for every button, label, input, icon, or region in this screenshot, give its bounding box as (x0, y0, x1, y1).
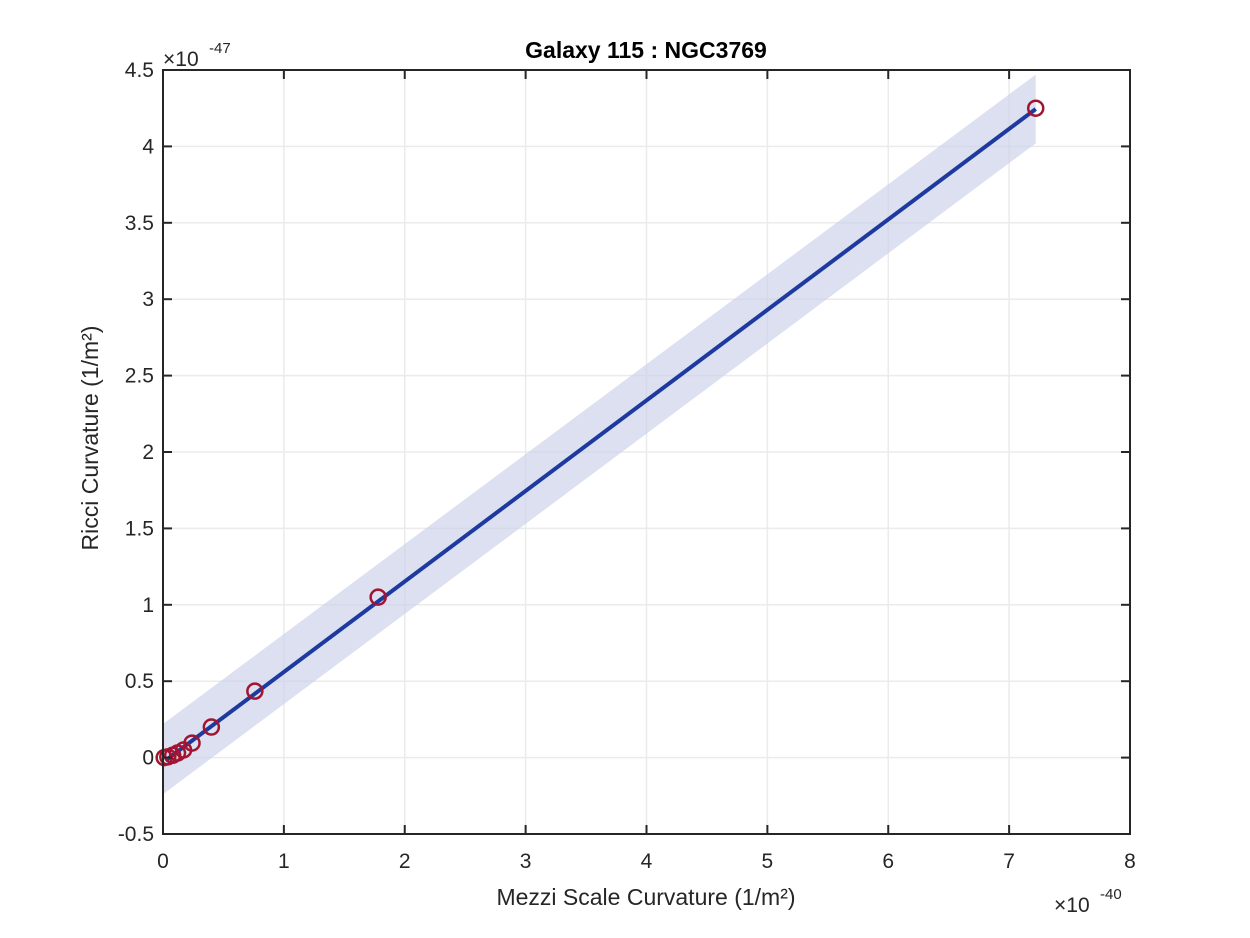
y-tick-label: 3.5 (125, 212, 154, 235)
y-tick-label: 2 (142, 441, 154, 464)
y-tick-label: 4.5 (125, 59, 154, 82)
data-point (183, 734, 201, 752)
chart-title: Galaxy 115 : NGC3769 (525, 37, 767, 63)
grid-lines (162, 69, 1131, 835)
y-axis-exponent: ×10 -47 (163, 40, 231, 71)
x-exponent-base: ×10 (1054, 894, 1090, 917)
x-tick-label: 2 (399, 850, 411, 873)
x-tick-label: 4 (641, 850, 653, 873)
x-tick-label: 1 (278, 850, 290, 873)
x-tick-label: 0 (157, 850, 169, 873)
y-tick-label: -0.5 (118, 823, 154, 846)
y-axis-label: Ricci Curvature (1/m²) (77, 326, 103, 551)
x-exponent-power: -40 (1100, 886, 1122, 903)
y-tick-label: 0 (142, 747, 154, 770)
y-tick-label: 1 (142, 594, 154, 617)
y-tick-label: 3 (142, 288, 154, 311)
x-tick-label: 8 (1124, 850, 1136, 873)
tick-marks (162, 69, 1131, 835)
data-point (246, 682, 264, 700)
y-exponent-base: ×10 (163, 48, 199, 71)
plot-area (155, 69, 1131, 835)
data-points (155, 99, 1045, 767)
x-tick-labels: 0 1 2 3 4 5 6 7 8 (157, 850, 1136, 873)
x-axis-exponent: ×10 -40 (1054, 886, 1122, 917)
x-axis-label: Mezzi Scale Curvature (1/m²) (496, 884, 795, 910)
y-exponent-power: -47 (209, 40, 231, 57)
x-tick-label: 5 (762, 850, 774, 873)
x-tick-label: 3 (520, 850, 532, 873)
x-tick-label: 7 (1003, 850, 1015, 873)
data-point (1026, 99, 1045, 117)
data-point (369, 588, 387, 606)
fit-line (164, 107, 1037, 763)
y-tick-label: 2.5 (125, 365, 154, 388)
data-point (202, 718, 221, 736)
y-tick-labels: -0.5 0 0.5 1 1.5 2 2.5 3 3.5 4 4.5 (118, 59, 155, 846)
y-tick-label: 4 (142, 135, 154, 158)
y-tick-label: 1.5 (125, 517, 154, 540)
y-tick-label: 0.5 (125, 670, 154, 693)
x-tick-label: 6 (882, 850, 894, 873)
